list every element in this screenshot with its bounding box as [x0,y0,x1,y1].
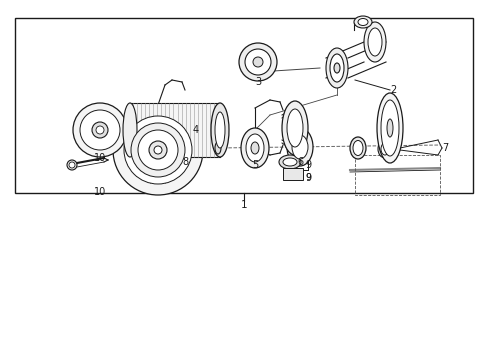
Ellipse shape [387,119,393,137]
Ellipse shape [334,63,340,73]
Ellipse shape [215,142,221,154]
Ellipse shape [113,105,203,195]
Text: 3: 3 [255,77,261,87]
Bar [15,18,473,193]
Text: 1: 1 [241,200,247,210]
Ellipse shape [350,137,366,159]
Ellipse shape [80,110,120,150]
Ellipse shape [215,112,225,148]
Text: 6: 6 [297,157,303,167]
Bar [355,155,440,195]
Ellipse shape [124,116,192,184]
Ellipse shape [330,54,344,82]
Ellipse shape [368,28,382,56]
Ellipse shape [245,49,271,75]
Ellipse shape [292,135,308,159]
Ellipse shape [154,146,162,154]
Ellipse shape [282,101,308,155]
Text: 2: 2 [390,85,396,95]
Ellipse shape [326,48,348,88]
Ellipse shape [287,109,303,147]
Ellipse shape [131,123,185,177]
Ellipse shape [239,43,277,81]
Ellipse shape [358,18,368,26]
Text: 7: 7 [442,143,448,153]
Ellipse shape [354,16,372,28]
Text: 9: 9 [305,160,311,170]
Text: 4: 4 [193,125,199,135]
Text: 9: 9 [305,173,311,183]
Text: 8: 8 [182,157,188,167]
Ellipse shape [279,155,301,169]
Ellipse shape [138,130,178,170]
Ellipse shape [123,103,137,157]
Ellipse shape [67,160,77,170]
Bar [130,103,220,157]
Ellipse shape [287,128,313,166]
Ellipse shape [353,140,363,156]
Text: 5: 5 [252,160,258,170]
Ellipse shape [69,162,75,168]
Ellipse shape [149,141,167,159]
Ellipse shape [377,93,403,163]
Ellipse shape [96,126,104,134]
Ellipse shape [364,22,386,62]
Ellipse shape [246,134,264,162]
Ellipse shape [283,158,297,166]
Text: 10: 10 [94,187,106,197]
Ellipse shape [378,140,392,158]
Ellipse shape [211,103,229,157]
Ellipse shape [381,100,399,156]
Text: 9: 9 [305,174,311,183]
Ellipse shape [253,57,263,67]
Ellipse shape [381,143,389,155]
Bar [283,168,303,180]
Ellipse shape [251,142,259,154]
Ellipse shape [92,122,108,138]
Text: 10: 10 [94,153,106,163]
Ellipse shape [241,128,269,168]
Ellipse shape [73,103,127,157]
